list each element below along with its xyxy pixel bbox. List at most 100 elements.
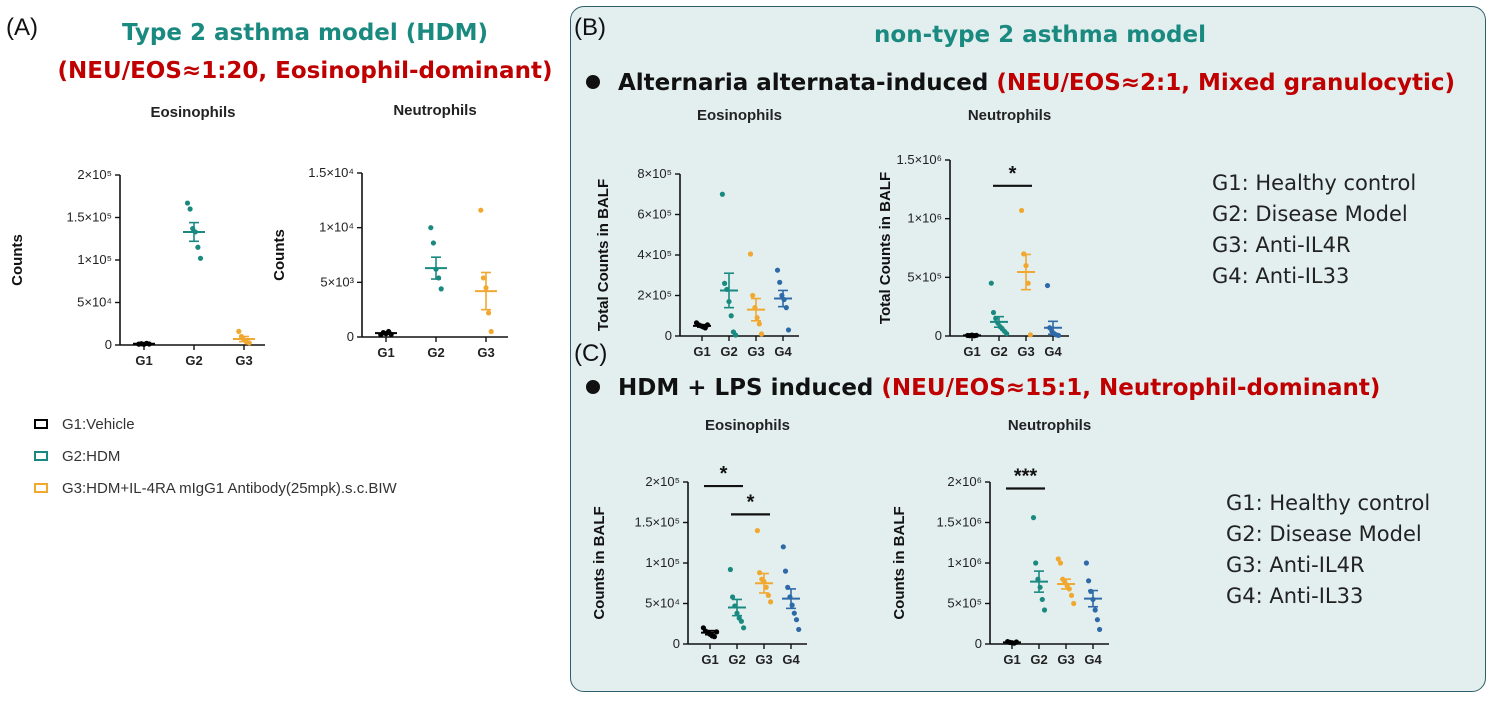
data-point-g4 [1097,626,1103,633]
legend-swatch-g2 [34,451,48,461]
data-point-g2 [722,280,728,286]
group-legend-b-g3: G3: Anti-IL4R [1212,233,1351,257]
legend-swatch-g3 [34,483,48,493]
legend-item-g1: G1:Vehicle [34,408,397,440]
data-point-g4 [1092,607,1098,613]
data-point-g4 [796,626,802,633]
panel-b-model-name: Alternaria alternata-induced [618,70,989,96]
data-point-g2 [430,240,436,246]
x-tick-label: G3 [477,345,494,360]
y-tick-label: 0 [665,328,672,343]
panel-bc-background [570,6,1486,692]
data-point-g2 [197,255,204,261]
data-point-g4 [1086,578,1092,584]
data-point-g3 [488,328,494,335]
y-tick-label: 1.5×10⁵ [66,210,112,225]
panel-c-subtitle: HDM + LPS induced (NEU/EOS≈15:1, Neutrop… [586,375,1380,401]
y-tick-label: 5×10⁵ [907,269,942,284]
y-axis-label: Counts in BALF [591,506,608,619]
data-point-g2 [741,625,747,631]
data-point-g2 [719,191,725,197]
data-point-g2 [988,280,994,286]
x-tick-label: G2 [427,345,444,360]
x-tick-label: G1 [693,344,710,359]
x-tick-label: G2 [728,652,745,667]
legend-label-g1: G1:Vehicle [62,415,135,433]
y-tick-label: 5×10⁴ [77,295,112,310]
data-point-g3 [236,328,242,334]
data-point-g2 [438,286,444,292]
x-tick-label: G3 [235,353,252,368]
legend-item-g3: G3:HDM+IL-4RA mIgG1 Antibody(25mpk).s.c.… [34,472,397,504]
data-point-g3 [1019,207,1025,214]
data-point-g4 [1044,282,1051,289]
data-point-g3 [1027,332,1033,338]
data-point-g3 [478,207,484,213]
y-tick-label: 1×10⁵ [645,555,680,570]
data-point-g3 [754,528,760,534]
y-tick-label: 5×10³ [320,274,354,289]
data-point-g2 [1041,607,1048,613]
y-tick-label: 1×10⁶ [907,211,942,226]
y-tick-label: 0 [673,636,680,651]
panel-a-title: Type 2 asthma model (HDM) [121,20,489,46]
data-point-g3 [750,292,756,299]
panel-b-ratio: (NEU/EOS≈2:1, Mixed granulocytic) [996,70,1456,96]
chart-b-neutrophils: Neutrophils Total Counts in BALF 0 5×10⁵ 1×1… [877,107,1069,359]
y-tick-label: 0 [347,329,354,344]
data-point-g2 [738,618,744,624]
group-legend-c: G1: Healthy control G2: Disease Model G3… [1226,488,1430,612]
chart-c-neutrophils: Neutrophils Counts in BALF 0 5×10⁵ 1×10⁶ 1.5×… [891,417,1109,667]
x-tick-label: G1 [1003,652,1020,667]
data-point-g3 [1025,280,1031,286]
data-point-g3 [480,275,486,281]
y-tick-label: 1.5×10⁴ [308,165,354,180]
data-point-g4 [1094,617,1100,623]
data-point-g3 [763,584,769,590]
data-point-g3 [758,331,765,337]
panel-a-subtitle: (NEU/EOS≈1:20, Eosinophil-dominant) [57,58,553,84]
group-legend-b-g1: G1: Healthy control [1212,171,1417,195]
y-tick-label: 1.5×10⁵ [634,515,680,530]
group-legend-b-g2: G2: Disease Model [1212,202,1408,226]
y-tick-label: 2×10⁵ [77,167,112,182]
data-point-g4 [780,544,786,550]
y-tick-label: 2×10⁵ [637,288,672,303]
data-point-g2 [730,594,736,600]
x-tick-label: G3 [755,652,772,667]
chart-title: Eosinophils [705,417,790,434]
y-axis-label: Total Counts in BALF [877,172,894,324]
data-point-g4 [785,327,792,333]
significance-label: * [1009,163,1017,185]
data-point-g3 [756,321,762,327]
data-point-g3 [1057,560,1064,566]
x-tick-label: G2 [720,344,737,359]
data-point-g3 [1071,600,1077,607]
chart-title: Neutrophils [393,102,476,119]
x-tick-label: G4 [1084,652,1102,667]
panel-b-label: (B) [574,14,606,41]
data-point-g2 [1030,515,1037,521]
y-tick-label: 1.5×10⁶ [897,152,942,167]
bullet-dot [586,74,600,89]
y-tick-label: 6×10⁵ [637,207,672,222]
x-tick-label: G1 [701,652,718,667]
x-tick-label: G4 [782,652,800,667]
y-axis-label: Total Counts in BALF [595,179,612,331]
data-point-g2 [184,200,191,206]
group-legend-c-g4: G4: Anti-IL33 [1226,584,1364,608]
y-tick-label: 8×10⁵ [637,166,672,181]
y-tick-label: 4×10⁵ [637,247,672,262]
data-point-g2 [1004,331,1010,337]
chart-title: Neutrophils [1008,417,1091,434]
data-point-g2 [187,206,193,212]
significance-label: *** [1014,465,1038,487]
y-tick-label: 0 [935,328,942,343]
data-point-g4 [782,568,789,574]
group-legend-c-g2: G2: Disease Model [1226,522,1422,546]
significance-label: * [720,463,728,485]
data-point-g3 [765,592,771,598]
panel-a-legend: G1:Vehicle G2:HDM G3:HDM+IL-4RA mIgG1 An… [34,408,397,504]
group-legend-c-g1: G1: Healthy control [1226,491,1431,515]
